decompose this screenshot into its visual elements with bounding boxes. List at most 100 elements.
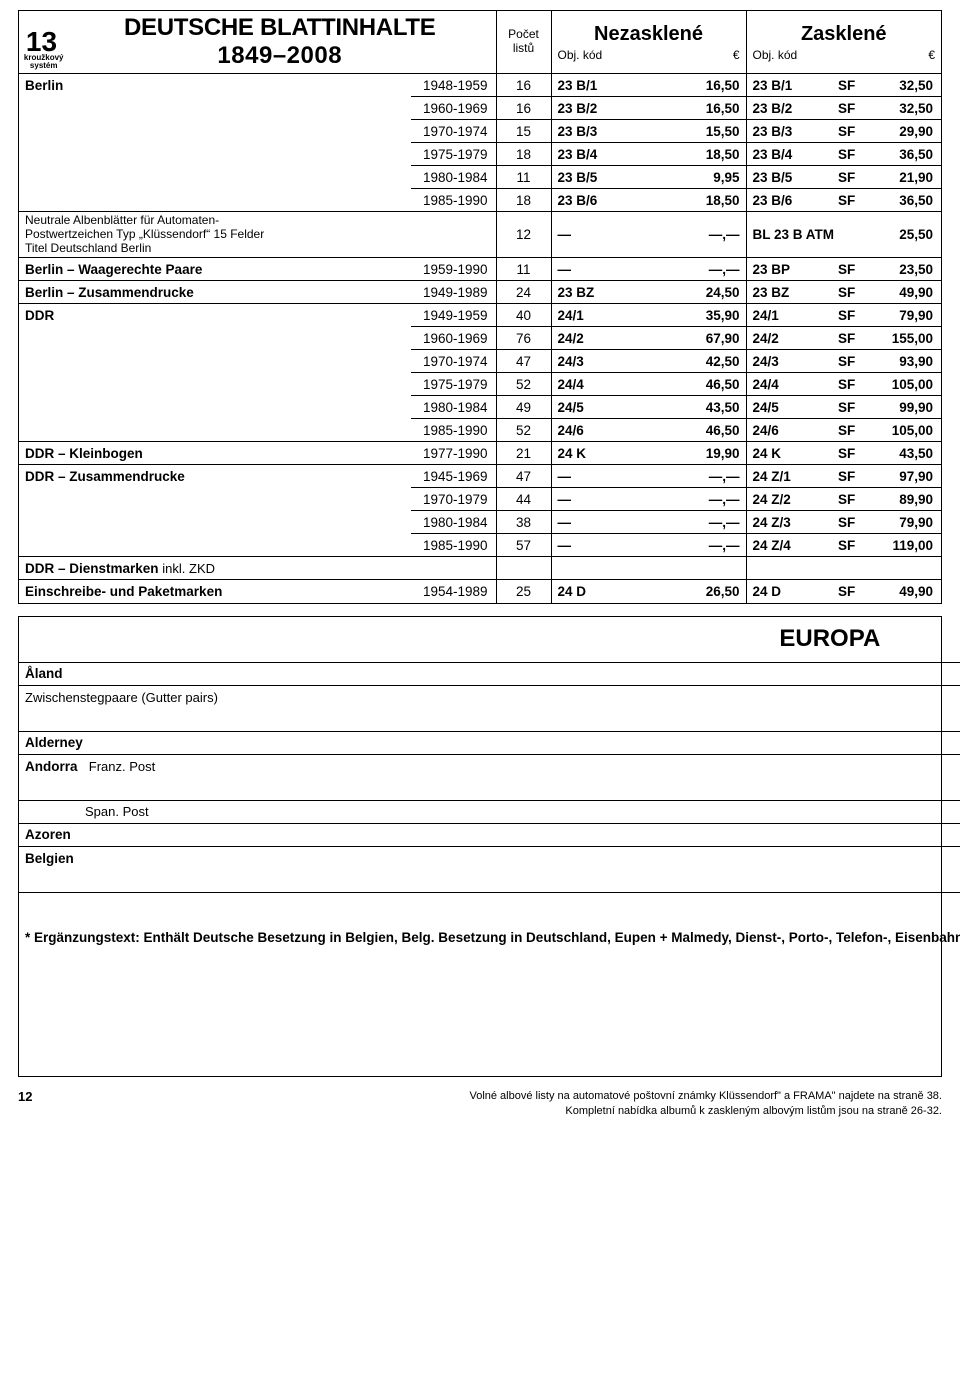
row-name: Zwischenstegpaare (Gutter pairs) <box>19 685 960 708</box>
cell: 24 Z/1 <box>746 465 829 488</box>
cell: SF <box>829 166 865 189</box>
cell: 21 <box>496 442 551 465</box>
cell: 9,95 <box>643 166 746 189</box>
cell: 1980-1984 <box>411 511 496 534</box>
cell: 24 <box>496 281 551 304</box>
cell: —,— <box>643 511 746 534</box>
cell: —,— <box>643 488 746 511</box>
cell: 49 <box>496 396 551 419</box>
cell: 29,90 <box>865 120 941 143</box>
cell: 1949-1989 <box>411 281 496 304</box>
row-name: Berlin – Waagerechte Paare <box>19 258 411 281</box>
col-header-nezasklene: Nezasklené Obj. kód€ <box>551 11 746 74</box>
cell: 49,90 <box>865 281 941 304</box>
cell: 1985-1990 <box>411 189 496 212</box>
cell: 1960-1969 <box>411 327 496 350</box>
cell: 42,50 <box>643 350 746 373</box>
row-name: Span. Post <box>19 800 960 823</box>
cell: 19,90 <box>643 442 746 465</box>
cell: 23 B/4 <box>551 143 643 166</box>
row-name <box>19 419 411 442</box>
cell: 47 <box>496 465 551 488</box>
cell: SF <box>829 350 865 373</box>
row-name <box>19 488 411 511</box>
row-name: Belgien <box>19 846 960 869</box>
row-name <box>19 511 411 534</box>
cell: 26,50 <box>643 580 746 603</box>
cell: 24/5 <box>551 396 643 419</box>
cell: 32,50 <box>865 74 941 97</box>
cell <box>829 557 865 580</box>
footer-text: Volné albové listy na automatové poštovn… <box>46 1089 942 1119</box>
cell: 93,90 <box>865 350 941 373</box>
cell: 23 B/4 <box>746 143 829 166</box>
cell: 18,50 <box>643 143 746 166</box>
cell: 1954-1989 <box>411 580 496 603</box>
cell: 23 B/3 <box>551 120 643 143</box>
cell: SF <box>829 419 865 442</box>
cell: 24/1 <box>746 304 829 327</box>
cell: SF <box>829 511 865 534</box>
cell: 52 <box>496 419 551 442</box>
badge-number: 13 <box>26 28 57 56</box>
cell: 12 <box>496 212 551 258</box>
page-footer: 12 Volné albové listy na automatové pošt… <box>18 1089 942 1119</box>
row-name: Andorra Franz. Post <box>19 754 960 777</box>
cell: 35,90 <box>643 304 746 327</box>
cell: 105,00 <box>865 419 941 442</box>
row-name: DDR – Kleinbogen <box>19 442 411 465</box>
cell: 36,50 <box>865 189 941 212</box>
cell: 67,90 <box>643 327 746 350</box>
section-deutsche-blattinhalte: 13 kroužkovýsystém DEUTSCHE BLATTINHALTE… <box>18 10 942 604</box>
cell: SF <box>829 258 865 281</box>
cell: 24 D <box>551 580 643 603</box>
row-name: DDR – Dienstmarken inkl. ZKD <box>19 557 411 580</box>
cell: SF <box>829 373 865 396</box>
cell: 46,50 <box>643 419 746 442</box>
cell: 44 <box>496 488 551 511</box>
cell: 24 K <box>551 442 643 465</box>
row-name <box>19 1053 960 1076</box>
cell: —,— <box>643 258 746 281</box>
cell: 1977-1990 <box>411 442 496 465</box>
cell: 23 B/2 <box>746 97 829 120</box>
row-name <box>19 189 411 212</box>
cell: 23 BZ <box>551 281 643 304</box>
cell <box>746 557 829 580</box>
cell: 15,50 <box>643 120 746 143</box>
row-name <box>19 984 960 1007</box>
page-number: 12 <box>18 1089 46 1119</box>
row-name <box>19 166 411 189</box>
cell: 40 <box>496 304 551 327</box>
row-name <box>19 777 960 800</box>
cell: SF <box>829 281 865 304</box>
cell: 23 B/3 <box>746 120 829 143</box>
cell: 23 BP <box>746 258 829 281</box>
cell: 89,90 <box>865 488 941 511</box>
cell: 99,90 <box>865 396 941 419</box>
cell: 1975-1979 <box>411 143 496 166</box>
row-name <box>19 97 411 120</box>
cell: 1975-1979 <box>411 373 496 396</box>
cell: 23 B/1 <box>746 74 829 97</box>
cell: 23 B/6 <box>551 189 643 212</box>
cell: 24/3 <box>746 350 829 373</box>
col-header-zasklene: Zasklené Obj. kód€ <box>746 11 941 74</box>
cell: 79,90 <box>865 511 941 534</box>
cell <box>865 557 941 580</box>
cell: —,— <box>643 212 746 258</box>
row-name <box>19 869 960 892</box>
cell: — <box>551 534 643 557</box>
cell: 24/1 <box>551 304 643 327</box>
cell: 24/6 <box>746 419 829 442</box>
cell: 21,90 <box>865 166 941 189</box>
cell: 23,50 <box>865 258 941 281</box>
cell: 16,50 <box>643 74 746 97</box>
row-name <box>19 396 411 419</box>
cell: 1980-1984 <box>411 166 496 189</box>
row-name <box>19 1007 960 1030</box>
cell: 24 Z/4 <box>746 534 829 557</box>
cell: — <box>551 511 643 534</box>
cell: SF <box>829 120 865 143</box>
section-title: DEUTSCHE BLATTINHALTE 1849–2008 <box>64 11 496 74</box>
